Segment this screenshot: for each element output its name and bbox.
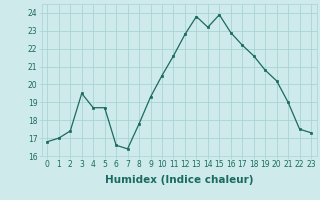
X-axis label: Humidex (Indice chaleur): Humidex (Indice chaleur) bbox=[105, 175, 253, 185]
